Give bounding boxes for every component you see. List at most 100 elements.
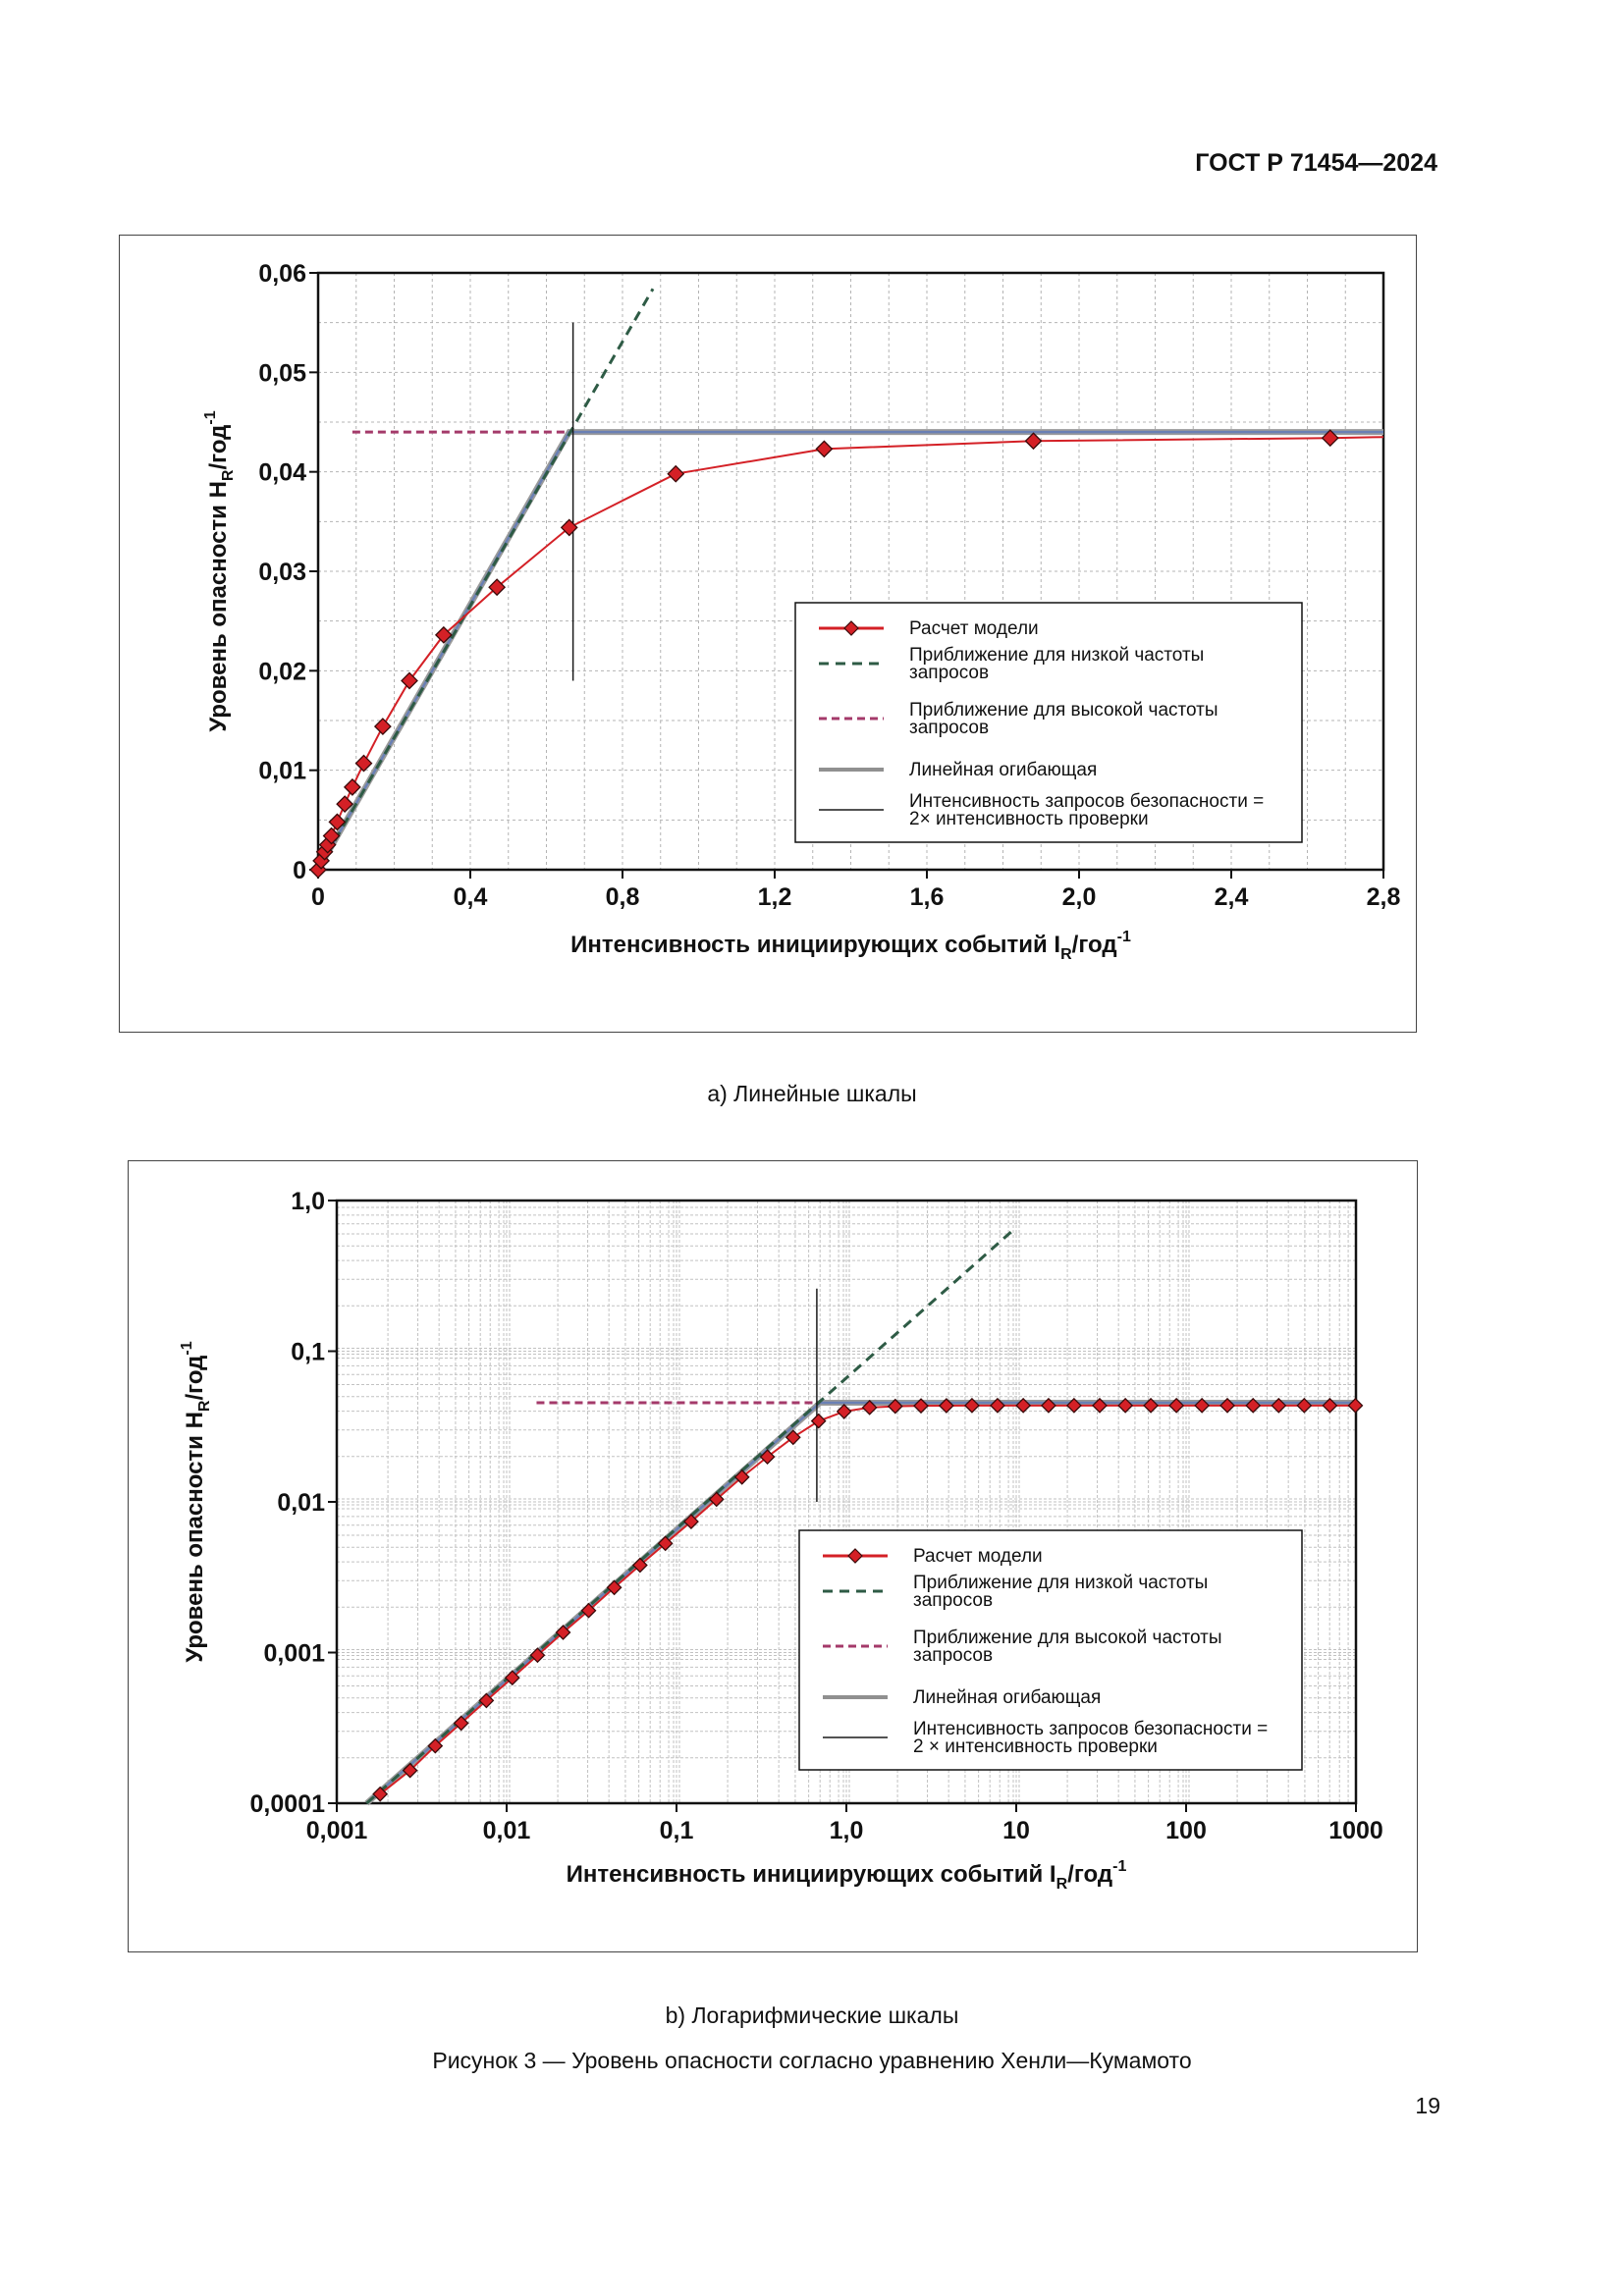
y-tick-label: 0,05 [258,359,306,387]
y-tick-label: 0,04 [258,459,306,487]
model-point [1322,1397,1338,1414]
model-point [1194,1397,1211,1414]
model-point [1245,1397,1262,1414]
x-tick-label: 1,0 [830,1817,864,1844]
legend-box [794,602,1303,843]
model-point [815,440,834,458]
page-number: 19 [1415,2093,1440,2118]
x-tick-label: 1000 [1328,1817,1383,1844]
model-point [1024,432,1043,451]
caption-b: b) Логарифмические шкалы [665,2002,959,2028]
y-tick-label: 0,06 [258,260,306,288]
document-code: ГОСТ Р 71454—2024 [1195,149,1437,177]
model-point [529,1647,546,1664]
figure-caption: Рисунок 3 — Уровень опасности согласно у… [432,2048,1192,2073]
log-chart: 0,001 0,01 0,1 1,0 10 100 10000,00010,0010,010… [179,1188,1383,1893]
legend-label-demand_rate-line2: 2 × интенсивность проверки [913,1736,1158,1757]
y-tick-label: 0,01 [277,1489,325,1517]
model-point [708,1491,725,1508]
y-tick-label: 0,001 [263,1640,325,1668]
model-point [478,1692,495,1709]
x-tick-label: 2,8 [1367,883,1401,911]
model-point [887,1398,903,1415]
model-point [964,1397,980,1414]
legend-label-high_freq: Приближение для высокой частоты [913,1628,1222,1648]
model-point [1117,1397,1134,1414]
legend: Расчет модели Приближение для низкой част… [798,1529,1303,1771]
y-tick-label: 0 [293,857,306,884]
x-axis-title: Интенсивность инициирующих событий IR/го… [570,929,1131,963]
legend-label-high_freq-line2: запросов [913,1645,993,1666]
model-point [1321,429,1339,448]
y-tick-label: 0,02 [258,658,306,685]
legend: Расчет модели Приближение для низкой част… [794,602,1303,843]
y-tick-label: 1,0 [291,1188,325,1215]
x-tick-label: 100 [1165,1817,1207,1844]
model-point [810,1413,827,1429]
y-tick-label: 0,0001 [250,1790,326,1818]
y-tick-label: 0,1 [291,1339,325,1366]
legend-label-envelope: Линейная огибающая [909,760,1097,780]
model-point [322,827,341,845]
x-tick-label: 0 [311,883,325,911]
model-point [434,625,453,644]
model-point [1065,1397,1082,1414]
model-point [1143,1397,1160,1414]
x-tick-label: 0,8 [606,883,640,911]
legend-label-high_freq-line2: запросов [909,718,989,738]
model-point [1015,1397,1032,1414]
model-point [1168,1397,1185,1414]
model-point [488,578,507,597]
model-point [913,1398,929,1415]
caption-a: а) Линейные шкалы [707,1081,917,1106]
model-point [372,1786,389,1802]
x-tick-label: 10 [1002,1817,1030,1844]
x-tick-label: 1,6 [910,883,945,911]
model-point [836,1403,852,1419]
model-point [1296,1397,1313,1414]
model-point [343,777,361,796]
legend-label-low_freq-line2: запросов [913,1590,993,1611]
x-tick-label: 0,01 [483,1817,531,1844]
low-frequency-line [316,288,655,871]
model-point [453,1715,469,1732]
chart-panel-linear: 0 0,4 0,8 1,2 1,6 2,0 2,4 2,8 0 0,01 0,02 0,03 0,04 0… [119,235,1417,1033]
model-point [560,518,578,537]
legend-label-low_freq-line2: запросов [909,663,989,683]
model-point [733,1468,750,1485]
x-tick-label: 0,4 [454,883,488,911]
model-point [938,1398,954,1414]
model-point [667,464,685,483]
legend-marker-model [847,1548,863,1564]
legend-label-model: Расчет модели [909,618,1039,639]
legend-box [798,1529,1303,1771]
model-point [631,1557,648,1574]
model-point [683,1514,699,1529]
model-point [373,718,392,735]
low-frequency-line [365,1229,1014,1805]
model-point [336,795,354,814]
legend-label-demand_rate: Интенсивность запросов безопасности = [913,1719,1268,1739]
legend-label-demand_rate-line2: 2× интенсивность проверки [909,809,1149,829]
model-point [606,1579,623,1596]
model-point [504,1670,520,1686]
x-tick-label: 2,4 [1215,883,1249,911]
y-tick-label: 0,03 [258,559,306,586]
legend-label-high_freq: Приближение для высокой частоты [909,700,1218,721]
model-point [785,1429,801,1446]
legend-label-model: Расчет модели [913,1546,1043,1567]
model-point [402,1762,418,1779]
model-point [1092,1397,1108,1414]
model-point [1271,1397,1287,1414]
y-axis-title: Уровень опасности HR/год-1 [202,410,237,731]
model-point [657,1535,674,1552]
chart-panel-log: 0,001 0,01 0,1 1,0 10 100 1000 0,0001 0,001 0,01 0… [128,1160,1418,1952]
model-point [555,1625,571,1640]
legend-label-low_freq: Приближение для низкой частоты [913,1573,1208,1593]
legend-label-demand_rate: Интенсивность запросов безопасности = [909,791,1264,812]
y-tick-label: 0,01 [258,758,306,785]
x-tick-label: 2,0 [1062,883,1097,911]
legend-label-envelope: Линейная огибающая [913,1687,1101,1708]
x-tick-label: 1,2 [758,883,792,911]
model-point [1219,1397,1235,1414]
